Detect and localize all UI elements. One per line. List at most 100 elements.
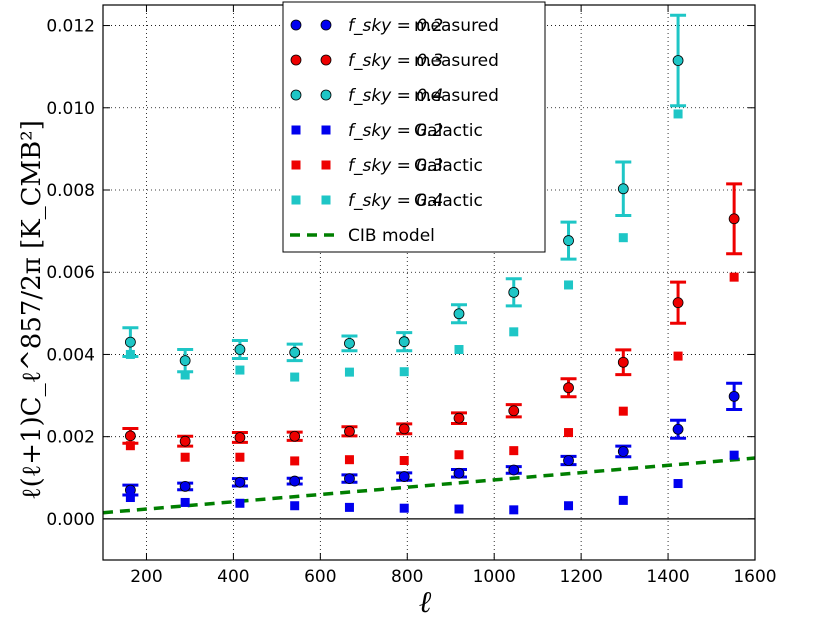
x-tick-label: 1200	[560, 567, 603, 587]
galactic-point	[564, 280, 574, 290]
galactic-point	[399, 367, 409, 377]
x-tick-label: 800	[391, 567, 423, 587]
legend-label: measured	[414, 16, 499, 36]
galactic-point	[564, 428, 574, 438]
measured-point	[344, 425, 355, 437]
y-axis-label: ℓ(ℓ+1)C_ℓ^857/2π [K_CMB²]	[17, 120, 47, 500]
legend-label: Galactic	[414, 121, 483, 141]
legend-label: Galactic	[414, 156, 483, 176]
legend-math: f_sky = 0.2	[348, 16, 443, 36]
measured-point	[179, 355, 191, 367]
galactic-point	[290, 456, 300, 466]
galactic-point	[509, 446, 519, 456]
measured-point	[289, 475, 301, 487]
legend-math: f_sky = 0.2	[348, 121, 443, 141]
data-marks	[122, 13, 743, 515]
galactic-point	[454, 345, 464, 355]
legend-entry: CIB model	[290, 226, 435, 246]
x-axis-label-group: ℓ	[419, 585, 432, 620]
y-tick-label: 0.006	[46, 263, 95, 283]
galactic-point	[180, 497, 190, 507]
measured-point	[179, 435, 191, 447]
y-tick-label: 0.004	[46, 345, 95, 365]
cib-model-line	[102, 456, 756, 515]
galactic-point	[509, 327, 519, 337]
y-tick-label: 0.012	[46, 17, 95, 37]
x-tick-label: 1400	[646, 567, 689, 587]
galactic-point	[454, 504, 464, 514]
galactic-point	[509, 505, 519, 515]
measured-point	[728, 390, 740, 402]
galactic-point	[125, 493, 135, 503]
measured-point	[344, 473, 355, 485]
galactic-point	[344, 502, 354, 512]
x-tick-label: 400	[217, 567, 249, 587]
measured-point	[453, 467, 465, 479]
legend-marker	[320, 19, 332, 31]
measured-point	[234, 476, 246, 488]
measured-point	[617, 183, 629, 195]
x-tick-label: 600	[304, 567, 336, 587]
galactic-point	[673, 109, 683, 119]
legend-marker	[321, 160, 331, 170]
legend-marker	[290, 19, 302, 31]
galactic-point	[618, 406, 628, 416]
y-tick-labels: 0.000 0.002 0.004 0.006 0.008 0.010 0.012	[46, 17, 95, 530]
legend-marker	[320, 89, 332, 101]
galactic-point	[180, 452, 190, 462]
galactic-point	[673, 351, 683, 361]
galactic-point	[290, 372, 300, 382]
measured-point	[453, 412, 465, 424]
measured-point	[617, 356, 629, 368]
galactic-point	[344, 455, 354, 465]
legend-marker	[291, 195, 301, 205]
legend-label: Galactic	[414, 191, 483, 211]
galactic-point	[344, 367, 354, 377]
legend-label: measured	[414, 51, 499, 71]
y-tick-label: 0.008	[46, 181, 95, 201]
measured-point	[124, 336, 136, 348]
series-fsky-0-2-galactic	[125, 450, 739, 515]
galactic-point	[290, 501, 300, 511]
galactic-point	[235, 452, 245, 462]
legend-math: f_sky = 0.4	[348, 86, 443, 106]
galactic-point	[673, 479, 683, 489]
series-fsky-0-4-measured	[122, 13, 687, 374]
galactic-point	[618, 233, 628, 243]
legend-marker	[290, 89, 302, 101]
x-tick-labels: 200 400 600 800 1000 1200 1400 1600	[130, 567, 776, 587]
legend-label: measured	[414, 86, 499, 106]
measured-point	[289, 430, 301, 442]
legend-marker	[321, 195, 331, 205]
legend-math: f_sky = 0.3	[348, 156, 443, 176]
measured-point	[563, 235, 574, 246]
cib-model-dashed-line	[102, 456, 756, 515]
measured-point	[398, 423, 410, 435]
measured-point	[617, 446, 629, 457]
x-tick-label: 200	[130, 567, 162, 587]
y-tick-label: 0.010	[46, 99, 95, 119]
legend-marker	[320, 54, 332, 66]
legend-label: CIB model	[348, 226, 435, 246]
measured-point	[289, 346, 301, 358]
y-tick-label: 0.000	[46, 510, 95, 530]
galactic-point	[399, 456, 409, 466]
measured-point	[672, 297, 684, 309]
legend-math: f_sky = 0.4	[348, 191, 443, 211]
measured-point	[563, 382, 574, 394]
legend-marker	[291, 160, 301, 170]
measured-point	[508, 464, 520, 476]
series-fsky-0-3-galactic	[125, 272, 739, 466]
measured-point	[398, 471, 410, 482]
measured-point	[234, 432, 246, 443]
legend-marker	[321, 125, 331, 135]
galactic-point	[454, 450, 464, 460]
y-axis-label-group: ℓ(ℓ+1)C_ℓ^857/2π [K_CMB²]	[17, 120, 47, 500]
galactic-point	[235, 365, 245, 375]
galactic-point	[564, 501, 574, 511]
